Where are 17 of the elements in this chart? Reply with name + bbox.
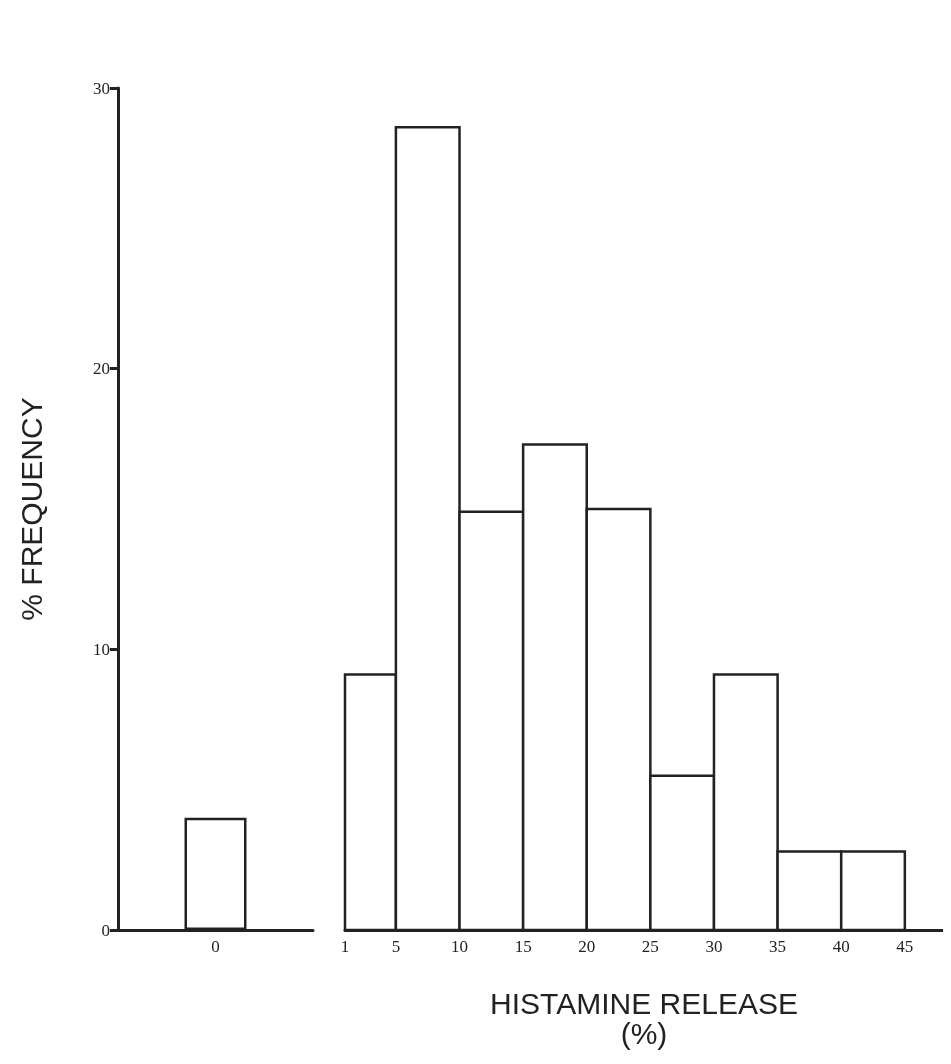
x-tick-label: 0	[211, 937, 220, 956]
x-axis-title: HISTAMINE RELEASE (%)	[490, 986, 798, 1050]
x-tick-label: 45	[896, 937, 914, 956]
x-tick-label: 25	[641, 937, 659, 956]
y-tick-label: 0	[101, 920, 110, 940]
x-tick-label: 35	[769, 937, 787, 956]
x-tick-label: 10	[451, 937, 469, 956]
y-tick-label: 10	[93, 639, 110, 659]
x-tick-label: 15	[514, 937, 532, 956]
y-tick-label: 20	[93, 359, 110, 379]
x-tick-label: 40	[832, 937, 850, 956]
x-tick-label: 5	[391, 937, 401, 956]
x-tick-label: 20	[578, 937, 596, 956]
y-axis-title: % FREQUENCY	[14, 397, 48, 621]
y-tick-label: 30	[93, 78, 110, 98]
x-tick-label: 30	[705, 937, 723, 956]
x-tick-label: 1	[340, 937, 350, 956]
